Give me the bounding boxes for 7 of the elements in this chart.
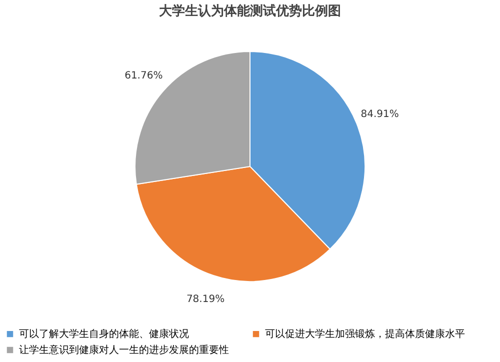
data-label: 78.19% <box>186 294 225 306</box>
legend-label: 让学生意识到健康对人一生的进步发展的重要性 <box>19 344 229 356</box>
chart-title: 大学生认为体能测试优势比例图 <box>159 3 341 19</box>
data-label: 61.76% <box>124 70 163 82</box>
data-label: 84.91% <box>360 108 399 120</box>
legend-label: 可以促进大学生加强锻炼，提高体质健康水平 <box>265 328 465 340</box>
legend-label: 可以了解大学生自身的体能、健康状况 <box>19 328 189 340</box>
